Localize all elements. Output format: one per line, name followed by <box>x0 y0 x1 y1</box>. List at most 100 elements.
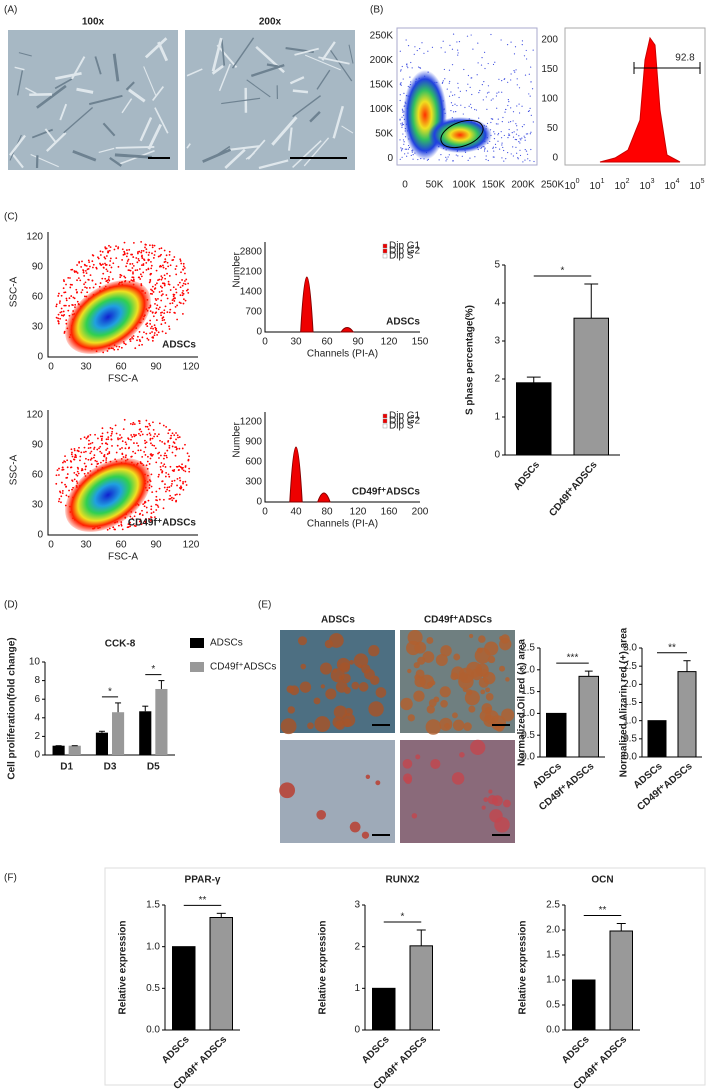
event <box>117 524 120 527</box>
event <box>527 110 530 113</box>
y-tick-label: 3.0 <box>623 643 637 654</box>
event <box>491 118 494 120</box>
x-tick-label: 30 <box>80 540 92 551</box>
event <box>176 465 179 468</box>
event <box>116 444 119 447</box>
y-tick-label: 150K <box>370 80 394 91</box>
event <box>525 58 528 60</box>
event <box>144 501 147 504</box>
y-tick-label: 60 <box>32 470 44 481</box>
x-tick-label: 60 <box>115 540 127 551</box>
event <box>154 302 156 305</box>
event <box>163 309 166 312</box>
event <box>181 313 184 315</box>
event <box>496 107 498 109</box>
event <box>143 331 145 334</box>
event <box>148 432 151 435</box>
stained-cell <box>414 674 421 681</box>
event <box>163 486 166 489</box>
event <box>147 518 150 520</box>
event <box>172 497 175 500</box>
stained-cell <box>349 659 354 665</box>
event <box>481 57 483 59</box>
legend-label: Dip G2 <box>389 416 421 427</box>
event <box>145 464 148 467</box>
event <box>167 439 170 442</box>
x-tick-label: 0 <box>402 180 408 191</box>
stained-cell <box>458 667 475 683</box>
event <box>446 88 448 90</box>
event <box>503 78 505 80</box>
event <box>492 63 495 66</box>
stained-cell <box>300 663 307 670</box>
tick-base: 10 <box>664 181 676 192</box>
bar <box>546 712 567 758</box>
event <box>164 452 167 455</box>
event <box>109 427 112 429</box>
event <box>168 489 171 492</box>
micrograph <box>280 740 395 843</box>
event <box>446 158 448 160</box>
event <box>401 123 403 125</box>
event <box>163 249 166 252</box>
event <box>60 311 63 313</box>
event <box>59 300 61 302</box>
event <box>153 444 156 447</box>
stained-cell <box>422 651 435 663</box>
x-tick-label: ADSCs <box>512 459 542 492</box>
event <box>528 110 530 112</box>
event <box>80 266 83 268</box>
event <box>139 428 142 430</box>
event <box>419 48 421 50</box>
event <box>438 159 440 161</box>
event <box>454 94 456 96</box>
event <box>155 319 158 321</box>
x-tick-label: D5 <box>147 762 160 773</box>
y-tick-label: 0 <box>494 450 500 461</box>
event <box>493 131 495 133</box>
event <box>151 491 154 494</box>
event <box>503 160 505 162</box>
event <box>70 268 73 271</box>
event <box>130 455 133 458</box>
event <box>111 427 114 430</box>
event <box>399 83 402 85</box>
event <box>155 503 157 506</box>
event <box>81 260 83 263</box>
stained-cell <box>286 685 295 694</box>
event <box>99 445 102 448</box>
event <box>176 477 179 480</box>
event <box>113 348 116 351</box>
event <box>523 55 526 57</box>
event <box>168 275 171 277</box>
event <box>111 278 114 280</box>
event <box>108 451 111 453</box>
event <box>145 261 148 264</box>
event <box>513 70 515 72</box>
event <box>127 526 130 528</box>
stained-cell <box>439 717 453 731</box>
event <box>117 265 120 268</box>
cell <box>318 56 350 65</box>
event <box>426 159 429 161</box>
event <box>158 457 160 459</box>
event <box>64 304 67 307</box>
event <box>138 250 141 253</box>
stained-cell <box>452 719 465 731</box>
stained-cell <box>426 637 434 644</box>
event <box>497 134 499 136</box>
event <box>159 465 162 468</box>
stained-cell <box>353 653 369 668</box>
event <box>117 438 120 441</box>
event <box>139 518 142 521</box>
event <box>126 260 129 262</box>
stained-cell <box>468 633 474 639</box>
event <box>110 438 113 441</box>
event <box>407 67 409 69</box>
event <box>485 158 487 161</box>
event <box>134 347 137 350</box>
event <box>105 438 108 441</box>
y-tick-label: 50K <box>375 129 393 140</box>
event <box>524 159 526 161</box>
event <box>187 459 190 462</box>
